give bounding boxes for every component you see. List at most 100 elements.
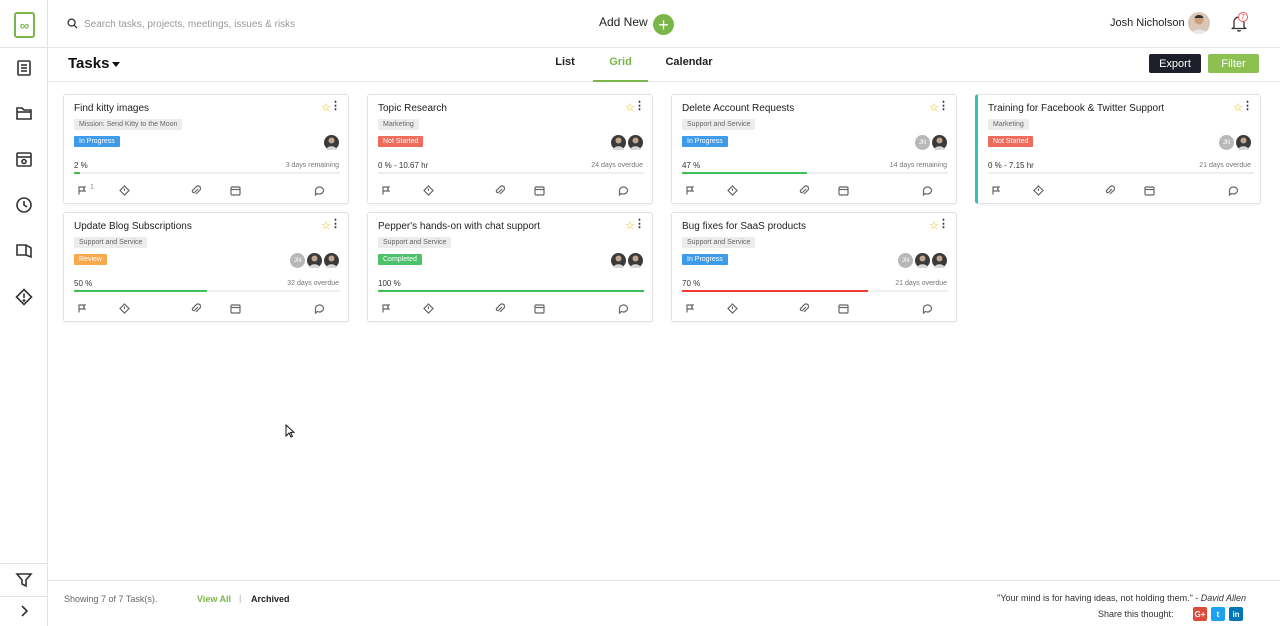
- page-title[interactable]: Tasks: [68, 55, 110, 72]
- comment-icon[interactable]: [314, 301, 325, 315]
- status-badge[interactable]: In Progress: [74, 136, 120, 147]
- comment-icon[interactable]: [618, 301, 629, 315]
- linkedin-icon[interactable]: in: [1229, 607, 1243, 621]
- meeting-icon[interactable]: [534, 301, 545, 314]
- comment-icon[interactable]: [922, 301, 933, 315]
- issue-icon[interactable]: [727, 183, 738, 196]
- map-icon[interactable]: [15, 242, 33, 260]
- more-options-icon[interactable]: ⋮: [330, 218, 341, 230]
- more-options-icon[interactable]: ⋮: [634, 100, 645, 112]
- user-avatar[interactable]: [1188, 12, 1210, 34]
- avatar-initials[interactable]: JN: [915, 135, 930, 150]
- attachment-flag-icon[interactable]: [991, 183, 1002, 195]
- paperclip-icon[interactable]: [190, 301, 202, 313]
- expand-sidebar-icon[interactable]: [15, 602, 33, 620]
- avatar[interactable]: [915, 253, 930, 268]
- user-name[interactable]: Josh Nicholson: [1110, 17, 1185, 29]
- avatar[interactable]: [932, 253, 947, 268]
- meeting-icon[interactable]: [534, 183, 545, 196]
- issue-icon[interactable]: [119, 301, 130, 314]
- task-card[interactable]: Training for Facebook & Twitter Support ☆…: [975, 94, 1261, 204]
- avatar[interactable]: [307, 253, 322, 268]
- avatar-initials[interactable]: JN: [898, 253, 913, 268]
- more-options-icon[interactable]: ⋮: [938, 218, 949, 230]
- status-badge[interactable]: In Progress: [682, 136, 728, 147]
- star-icon[interactable]: ☆: [1233, 102, 1243, 114]
- status-badge[interactable]: In Progress: [682, 254, 728, 265]
- attachment-flag-icon[interactable]: [77, 183, 88, 195]
- comment-icon[interactable]: [922, 183, 933, 197]
- issue-icon[interactable]: [423, 301, 434, 314]
- app-logo[interactable]: ∞: [14, 12, 35, 38]
- status-badge[interactable]: Review: [74, 254, 107, 265]
- filter-button[interactable]: Filter: [1208, 54, 1259, 73]
- issue-icon[interactable]: [1033, 183, 1044, 196]
- meeting-icon[interactable]: [838, 183, 849, 196]
- task-card[interactable]: Find kitty images ☆ ⋮ Mission: Send Kitty t…: [63, 94, 349, 204]
- paperclip-icon[interactable]: [798, 183, 810, 195]
- task-title[interactable]: Training for Facebook & Twitter Support: [988, 103, 1165, 114]
- more-options-icon[interactable]: ⋮: [634, 218, 645, 230]
- attachment-flag-icon[interactable]: [381, 183, 392, 195]
- task-title[interactable]: Bug fixes for SaaS products: [682, 221, 806, 232]
- avatar[interactable]: [324, 253, 339, 268]
- view-all-link[interactable]: View All: [197, 594, 232, 604]
- avatar-initials[interactable]: JN: [290, 253, 305, 268]
- filter-icon[interactable]: [15, 571, 33, 589]
- paperclip-icon[interactable]: [494, 183, 506, 195]
- task-card[interactable]: Bug fixes for SaaS products ☆ ⋮ Support and…: [671, 212, 957, 322]
- star-icon[interactable]: ☆: [929, 220, 939, 232]
- task-card[interactable]: Topic Research ☆ ⋮ Marketing Not Started 0 % …: [367, 94, 653, 204]
- star-icon[interactable]: ☆: [929, 102, 939, 114]
- task-title[interactable]: Update Blog Subscriptions: [74, 221, 192, 232]
- twitter-icon[interactable]: t: [1211, 607, 1225, 621]
- avatar[interactable]: [932, 135, 947, 150]
- avatar[interactable]: [611, 253, 626, 268]
- status-badge[interactable]: Not Started: [378, 136, 424, 147]
- comment-icon[interactable]: [618, 183, 629, 197]
- task-card[interactable]: Pepper's hands-on with chat support ☆ ⋮ Sup…: [367, 212, 653, 322]
- more-options-icon[interactable]: ⋮: [330, 100, 341, 112]
- issue-icon[interactable]: [727, 301, 738, 314]
- avatar[interactable]: [611, 135, 626, 150]
- add-new-label[interactable]: Add New: [599, 15, 648, 29]
- attachment-flag-icon[interactable]: [685, 301, 696, 313]
- meeting-icon[interactable]: [230, 183, 241, 196]
- comment-icon[interactable]: [1228, 183, 1239, 197]
- avatar[interactable]: [1236, 135, 1251, 150]
- star-icon[interactable]: ☆: [321, 220, 331, 232]
- meeting-icon[interactable]: [230, 301, 241, 314]
- tasks-list-icon[interactable]: [15, 59, 33, 77]
- avatar-initials[interactable]: JN: [1219, 135, 1234, 150]
- search-input[interactable]: [84, 14, 384, 34]
- star-icon[interactable]: ☆: [625, 102, 635, 114]
- attachment-flag-icon[interactable]: [685, 183, 696, 195]
- calendar-icon[interactable]: [15, 150, 33, 168]
- attachment-flag-icon[interactable]: [381, 301, 392, 313]
- task-card[interactable]: Update Blog Subscriptions ☆ ⋮ Support and S…: [63, 212, 349, 322]
- issue-icon[interactable]: [423, 183, 434, 196]
- paperclip-icon[interactable]: [1104, 183, 1116, 195]
- tab-calendar[interactable]: Calendar: [660, 56, 718, 82]
- avatar[interactable]: [324, 135, 339, 150]
- tab-list[interactable]: List: [550, 56, 580, 82]
- export-button[interactable]: Export: [1149, 54, 1201, 73]
- star-icon[interactable]: ☆: [625, 220, 635, 232]
- meeting-icon[interactable]: [838, 301, 849, 314]
- more-options-icon[interactable]: ⋮: [1242, 100, 1253, 112]
- avatar[interactable]: [628, 135, 643, 150]
- issues-icon[interactable]: [15, 288, 33, 306]
- google-plus-icon[interactable]: G+: [1193, 607, 1207, 621]
- comment-icon[interactable]: [314, 183, 325, 197]
- paperclip-icon[interactable]: [190, 183, 202, 195]
- status-badge[interactable]: Not Started: [988, 136, 1034, 147]
- tab-grid[interactable]: Grid: [593, 56, 648, 82]
- task-title[interactable]: Find kitty images: [74, 103, 150, 114]
- task-card[interactable]: Delete Account Requests ☆ ⋮ Support and Ser…: [671, 94, 957, 204]
- meeting-icon[interactable]: [1144, 183, 1155, 196]
- clock-icon[interactable]: [15, 196, 33, 214]
- issue-icon[interactable]: [119, 183, 130, 196]
- add-new-button[interactable]: +: [653, 14, 674, 35]
- star-icon[interactable]: ☆: [321, 102, 331, 114]
- status-badge[interactable]: Completed: [378, 254, 422, 265]
